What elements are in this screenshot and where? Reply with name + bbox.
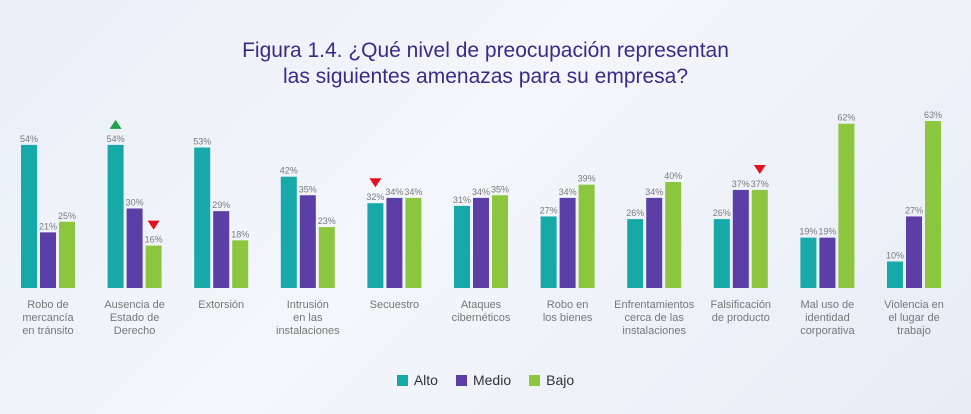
value-label: 31% bbox=[453, 195, 471, 205]
value-label: 54% bbox=[20, 134, 38, 144]
value-label: 35% bbox=[299, 184, 317, 194]
legend-item-bajo: Bajo bbox=[529, 372, 574, 388]
bar-alto-2 bbox=[194, 147, 211, 288]
bar-alto-5 bbox=[454, 205, 470, 288]
value-label: 21% bbox=[39, 221, 57, 231]
bar-medio-5 bbox=[473, 197, 489, 288]
bar-alto-10 bbox=[887, 261, 903, 288]
value-label: 34% bbox=[404, 187, 422, 197]
legend-swatch-bajo bbox=[529, 374, 541, 386]
legend-label-bajo: Bajo bbox=[546, 372, 575, 388]
bar-bajo-10 bbox=[925, 121, 941, 288]
bar-alto-7 bbox=[627, 219, 644, 288]
trend-down-icon bbox=[753, 164, 766, 174]
value-label: 26% bbox=[713, 208, 731, 218]
bar-bajo-0 bbox=[59, 221, 75, 288]
value-label: 19% bbox=[818, 227, 836, 237]
bar-alto-4 bbox=[367, 203, 384, 288]
bar-medio-6 bbox=[559, 197, 576, 288]
value-label: 37% bbox=[732, 179, 750, 189]
value-label: 29% bbox=[212, 200, 230, 210]
legend-label-medio: Medio bbox=[472, 372, 512, 388]
category-label-2: Extorsión bbox=[198, 299, 244, 311]
bar-alto-9 bbox=[800, 237, 817, 288]
value-label: 30% bbox=[126, 198, 144, 208]
bar-medio-1 bbox=[126, 208, 143, 288]
value-label: 23% bbox=[318, 216, 336, 226]
bar-medio-0 bbox=[40, 232, 56, 288]
legend-item-alto: Alto bbox=[396, 372, 438, 388]
bar-medio-9 bbox=[819, 237, 836, 288]
category-label-7: Enfrentamientos cerca de las instalaciones bbox=[614, 299, 695, 337]
bar-bajo-6 bbox=[578, 184, 595, 288]
bar-bajo-4 bbox=[405, 197, 422, 288]
bar-alto-3 bbox=[280, 176, 297, 288]
bar-medio-10 bbox=[906, 216, 922, 288]
category-label-6: Robo en los bienes bbox=[543, 299, 593, 324]
bar-alto-8 bbox=[713, 219, 730, 288]
value-label: 34% bbox=[385, 187, 403, 197]
legend: Alto Medio Bajo bbox=[0, 372, 971, 388]
bar-bajo-9 bbox=[838, 123, 855, 288]
legend-item-medio: Medio bbox=[455, 372, 512, 388]
bar-bajo-2 bbox=[232, 240, 249, 288]
value-label: 42% bbox=[280, 166, 298, 176]
bar-medio-4 bbox=[386, 197, 403, 288]
category-label-4: Secuestro bbox=[370, 299, 420, 311]
bar-bajo-7 bbox=[665, 182, 682, 288]
value-label: 40% bbox=[664, 171, 682, 181]
bar-bajo-5 bbox=[492, 195, 508, 288]
legend-swatch-alto bbox=[396, 374, 408, 386]
category-label-10: Violencia en el lugar de trabajo bbox=[884, 299, 944, 337]
value-label: 27% bbox=[905, 205, 923, 215]
value-label: 37% bbox=[751, 179, 769, 189]
legend-label-alto: Alto bbox=[413, 372, 438, 388]
value-label: 32% bbox=[366, 192, 384, 202]
bar-medio-7 bbox=[646, 197, 663, 288]
bar-bajo-8 bbox=[751, 189, 768, 288]
bar-bajo-3 bbox=[318, 227, 335, 288]
bar-medio-3 bbox=[299, 195, 316, 288]
value-label: 35% bbox=[491, 184, 509, 194]
value-label: 54% bbox=[107, 134, 125, 144]
value-label: 34% bbox=[559, 187, 577, 197]
category-label-1: Ausencia de Estado de Derecho bbox=[104, 299, 165, 337]
value-label: 63% bbox=[924, 110, 942, 120]
category-label-3: Intrusión en las instalaciones bbox=[276, 299, 340, 337]
value-label: 10% bbox=[886, 251, 904, 261]
value-label: 19% bbox=[799, 227, 817, 237]
value-label: 34% bbox=[645, 187, 663, 197]
bar-medio-8 bbox=[732, 189, 749, 288]
value-label: 53% bbox=[193, 137, 211, 147]
bar-alto-6 bbox=[540, 216, 557, 288]
trend-down-icon bbox=[369, 178, 382, 188]
value-label: 34% bbox=[472, 187, 490, 197]
bar-bajo-1 bbox=[145, 245, 162, 288]
value-label: 62% bbox=[837, 113, 855, 123]
bar-alto-0 bbox=[21, 144, 37, 288]
trend-down-icon bbox=[147, 220, 160, 230]
legend-swatch-medio bbox=[455, 374, 467, 386]
value-label: 18% bbox=[231, 229, 249, 239]
category-label-9: Mal uso de identidad corporativa bbox=[800, 299, 855, 337]
bar-alto-1 bbox=[107, 144, 124, 288]
value-label: 39% bbox=[578, 174, 596, 184]
value-label: 16% bbox=[145, 235, 163, 245]
category-label-8: Falsificación de producto bbox=[711, 299, 772, 324]
chart-title: Figura 1.4. ¿Qué nivel de preocupación r… bbox=[0, 38, 971, 90]
value-label: 26% bbox=[626, 208, 644, 218]
category-label-0: Robo de mercancía en tránsito bbox=[22, 299, 74, 337]
title-line-2: las siguientes amenazas para su empresa? bbox=[282, 65, 689, 88]
bar-medio-2 bbox=[213, 211, 230, 288]
title-line-1: Figura 1.4. ¿Qué nivel de preocupación r… bbox=[242, 39, 729, 62]
trend-up-icon bbox=[109, 119, 122, 129]
value-label: 25% bbox=[58, 211, 76, 221]
category-label-5: Ataques cibernéticos bbox=[452, 299, 511, 324]
value-label: 27% bbox=[540, 205, 558, 215]
